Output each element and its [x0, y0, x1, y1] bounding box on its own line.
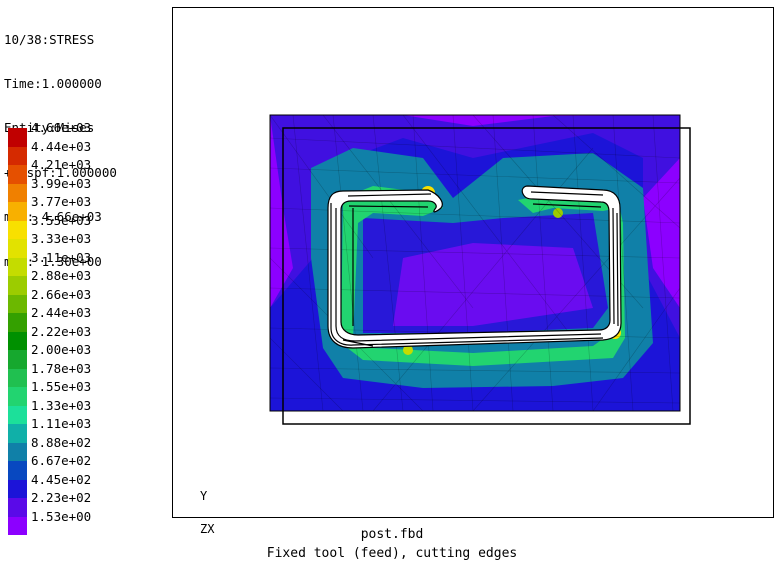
- legend-swatch: [8, 165, 27, 184]
- legend-value: 1.53e+00: [31, 508, 92, 524]
- legend-value: 3.33e+03: [31, 231, 92, 246]
- legend-swatch: [8, 146, 27, 165]
- cutting-edges: [330, 191, 619, 347]
- stress-peak-4: [553, 208, 563, 218]
- plate-deformed-outline: [269, 114, 681, 412]
- legend-value: 6.67e+02: [31, 453, 92, 468]
- mesh-lines: [270, 115, 680, 411]
- dispf-label: +Dispf:1.000000: [4, 164, 117, 180]
- legend-swatch: [8, 405, 27, 424]
- legend-value: 3.11e+03: [31, 249, 92, 265]
- deformed-part-strip: [327, 185, 622, 349]
- legend-value: 2.88e+03: [31, 268, 92, 283]
- legend-swatch: [8, 331, 27, 350]
- legend-value: 4.44e+03: [31, 138, 92, 154]
- legend-value: 8.88e+02: [31, 434, 92, 450]
- legend-value: 3.77e+03: [31, 194, 92, 209]
- legend-swatch: [8, 220, 27, 239]
- legend-swatch: [8, 276, 27, 295]
- time-label: Time:1.000000: [4, 75, 102, 91]
- legend-swatch: [8, 350, 27, 369]
- legend-value: 4.45e+02: [31, 471, 92, 487]
- legend-value: 2.23e+02: [31, 490, 92, 505]
- legend-value: 1.11e+03: [31, 416, 92, 431]
- legend-swatch: [8, 239, 27, 258]
- legend-swatch: [8, 387, 27, 406]
- legend-value: 3.55e+03: [31, 212, 92, 228]
- legend-swatch: [8, 479, 27, 498]
- stress-contour-plot: [269, 114, 691, 425]
- legend-swatch: [8, 442, 27, 461]
- legend-value: 2.44e+03: [31, 305, 92, 320]
- legend-value: 1.55e+03: [31, 379, 92, 394]
- plate-undeformed-outline: [282, 127, 691, 425]
- contour-region-core-min: [393, 243, 593, 326]
- graphics-viewport[interactable]: Y ZX: [172, 7, 774, 535]
- legend-swatch: [8, 183, 27, 202]
- axis-triad: Y ZX: [200, 469, 229, 557]
- legend-value: 4.21e+03: [31, 157, 92, 172]
- legend-swatch: [8, 424, 27, 443]
- axis-y-label: Y: [200, 489, 208, 503]
- legend-swatch: [8, 498, 27, 517]
- legend-swatch: [8, 368, 27, 387]
- legend-swatch: [8, 461, 27, 480]
- view-description: Fixed tool (feed), cutting edges: [266, 546, 518, 561]
- axis-zx-label: ZX: [200, 522, 215, 536]
- legend-value: 3.99e+03: [31, 175, 92, 191]
- legend-swatch: [8, 128, 27, 147]
- file-name: post.fbd: [360, 527, 424, 542]
- legend-value: 1.33e+03: [31, 397, 92, 413]
- legend-swatch: [8, 202, 27, 221]
- legend-value: 1.78e+03: [31, 360, 92, 376]
- legend-value: 2.22e+03: [31, 323, 92, 339]
- legend-value: 2.00e+03: [31, 342, 92, 357]
- legend-swatch: [8, 294, 27, 313]
- legend-swatch: [8, 516, 27, 535]
- legend-swatch: [8, 257, 27, 276]
- legend-swatch: [8, 313, 27, 332]
- stress-peak-3: [403, 345, 413, 355]
- legend-value: 2.66e+03: [31, 286, 92, 302]
- step-label: 10/38:STRESS: [4, 31, 95, 47]
- legend-value: 4.66e+03: [31, 120, 92, 135]
